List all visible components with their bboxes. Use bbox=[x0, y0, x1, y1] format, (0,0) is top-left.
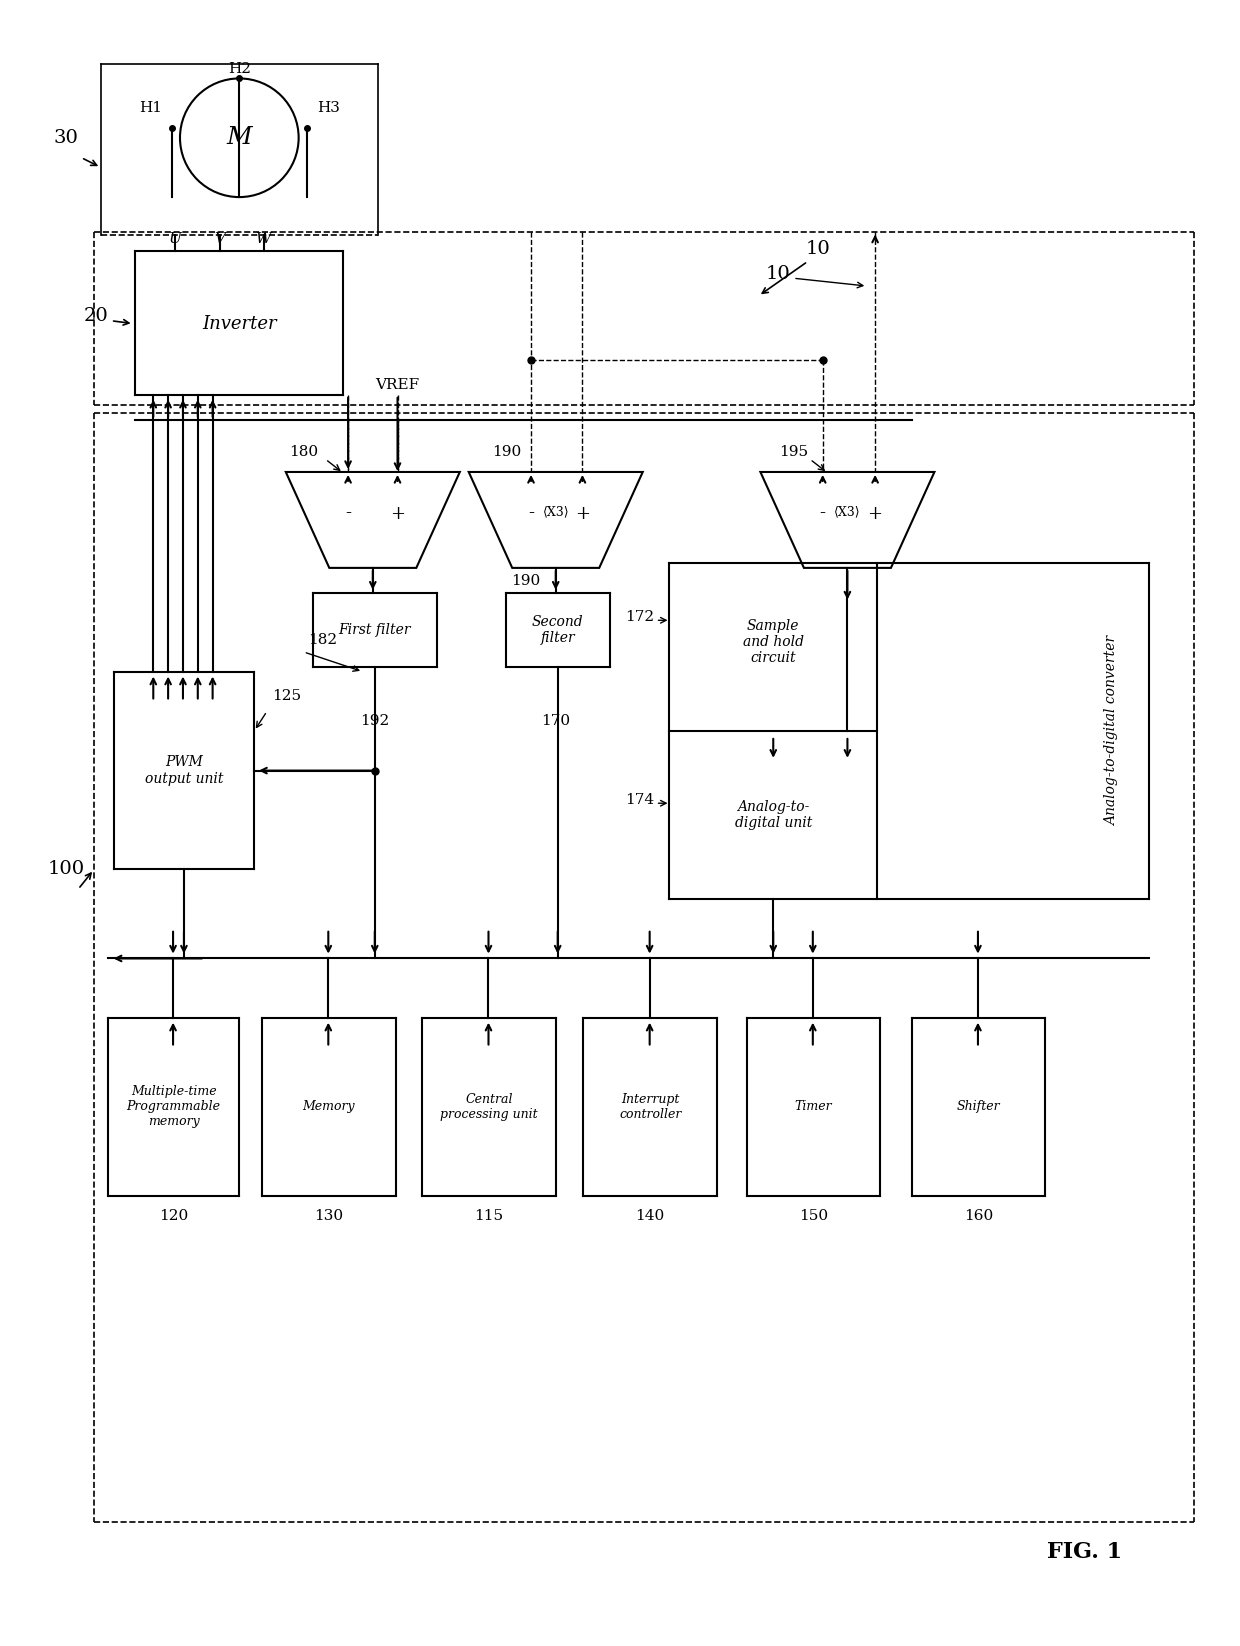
Text: V: V bbox=[215, 232, 224, 245]
Text: H1: H1 bbox=[139, 100, 162, 115]
Text: U: U bbox=[169, 232, 181, 245]
Text: Memory: Memory bbox=[303, 1100, 355, 1113]
Text: Shifter: Shifter bbox=[956, 1100, 1001, 1113]
Text: +: + bbox=[868, 505, 883, 522]
Text: W: W bbox=[257, 232, 272, 245]
Text: 160: 160 bbox=[963, 1208, 993, 1223]
Text: 100: 100 bbox=[47, 861, 84, 879]
Text: VREF: VREF bbox=[376, 379, 419, 392]
Text: ⟨X3⟩: ⟨X3⟩ bbox=[542, 505, 569, 518]
Text: 120: 120 bbox=[159, 1208, 188, 1223]
Text: Second
filter: Second filter bbox=[532, 616, 584, 645]
Text: 195: 195 bbox=[779, 444, 808, 459]
Text: +: + bbox=[575, 505, 590, 522]
Text: 30: 30 bbox=[53, 128, 78, 146]
Text: 190: 190 bbox=[492, 444, 521, 459]
Text: Analog-to-
digital unit: Analog-to- digital unit bbox=[734, 800, 812, 830]
Text: 20: 20 bbox=[83, 306, 108, 324]
Text: M: M bbox=[227, 127, 252, 150]
Text: -: - bbox=[820, 505, 826, 522]
Text: 180: 180 bbox=[289, 444, 319, 459]
Text: 115: 115 bbox=[475, 1208, 503, 1223]
Text: 172: 172 bbox=[625, 611, 655, 624]
Text: Multiple-time
Programmable
memory: Multiple-time Programmable memory bbox=[126, 1085, 221, 1128]
Text: PWM
output unit: PWM output unit bbox=[145, 756, 223, 785]
Text: 170: 170 bbox=[541, 714, 570, 728]
Text: 192: 192 bbox=[360, 714, 389, 728]
Text: 150: 150 bbox=[799, 1208, 828, 1223]
Text: FIG. 1: FIG. 1 bbox=[1047, 1541, 1122, 1562]
Text: 174: 174 bbox=[625, 793, 655, 807]
Text: Sample
and hold
circuit: Sample and hold circuit bbox=[743, 619, 804, 665]
Text: First filter: First filter bbox=[339, 624, 410, 637]
Text: H2: H2 bbox=[228, 61, 250, 76]
Text: 140: 140 bbox=[636, 1208, 665, 1223]
Text: 182: 182 bbox=[309, 634, 337, 647]
Text: 10: 10 bbox=[766, 265, 791, 283]
Text: Inverter: Inverter bbox=[202, 314, 277, 332]
Text: Central
processing unit: Central processing unit bbox=[440, 1093, 538, 1121]
Text: 10: 10 bbox=[806, 240, 830, 257]
Text: Interrupt
controller: Interrupt controller bbox=[619, 1093, 681, 1121]
Text: Timer: Timer bbox=[795, 1100, 832, 1113]
Text: ⟨X3⟩: ⟨X3⟩ bbox=[835, 505, 861, 518]
Text: H3: H3 bbox=[317, 100, 340, 115]
Text: 130: 130 bbox=[314, 1208, 343, 1223]
Text: -: - bbox=[528, 505, 534, 522]
Text: Analog-to-digital converter: Analog-to-digital converter bbox=[1105, 635, 1120, 826]
Text: -: - bbox=[345, 505, 351, 522]
Text: 190: 190 bbox=[511, 574, 541, 588]
Text: +: + bbox=[391, 505, 405, 522]
Text: 125: 125 bbox=[272, 690, 301, 703]
